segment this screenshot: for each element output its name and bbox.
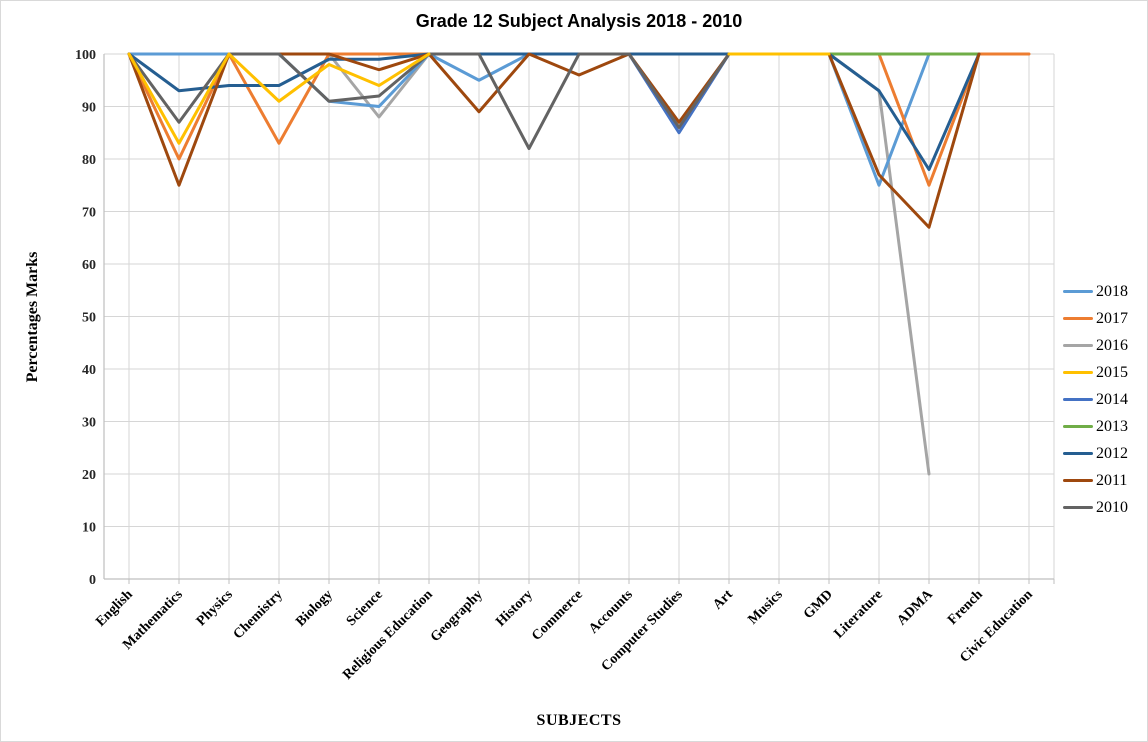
series-line-2012 xyxy=(127,52,981,171)
legend-line-swatch xyxy=(1063,317,1093,320)
y-tick-label: 100 xyxy=(75,48,96,63)
x-axis-title: SUBJECTS xyxy=(536,712,622,729)
y-tick-label: 60 xyxy=(82,258,96,273)
x-category-label: English xyxy=(93,587,136,630)
legend-item-2013: 2013 xyxy=(1063,413,1128,440)
legend-line-swatch xyxy=(1063,344,1093,347)
legend-line-swatch xyxy=(1063,425,1093,428)
chart-title: Grade 12 Subject Analysis 2018 - 2010 xyxy=(415,11,743,31)
legend-line-swatch xyxy=(1063,290,1093,293)
series-line-2015 xyxy=(127,52,431,145)
x-category-label: Literature xyxy=(831,587,885,641)
x-category-label: Science xyxy=(344,587,386,629)
x-category-label: Physics xyxy=(194,587,236,629)
x-category-label: Biology xyxy=(293,587,336,630)
legend-line-swatch xyxy=(1063,479,1093,482)
x-category-label: Accounts xyxy=(586,587,636,637)
y-tick-label: 70 xyxy=(82,206,96,221)
x-category-label: Art xyxy=(710,587,736,613)
legend-label: 2017 xyxy=(1096,309,1128,327)
legend-item-2010: 2010 xyxy=(1063,494,1128,521)
legend-item-2018: 2018 xyxy=(1063,278,1128,305)
x-category-label: Chemistry xyxy=(231,587,286,642)
legend-item-2016: 2016 xyxy=(1063,332,1128,359)
x-category-label: French xyxy=(945,587,986,628)
x-category-label: Religious Education xyxy=(340,587,436,683)
x-category-label: History xyxy=(493,587,536,630)
legend: 2018 2017 2016 2015 2014 2013 2012 2011 2010 xyxy=(1063,278,1128,521)
legend-item-2017: 2017 xyxy=(1063,305,1128,332)
x-category-label: Musics xyxy=(746,587,787,628)
x-category-label: Commerce xyxy=(529,587,586,644)
legend-line-swatch xyxy=(1063,506,1093,509)
legend-label: 2018 xyxy=(1096,282,1128,300)
y-tick-label: 90 xyxy=(82,101,96,116)
y-tick-label: 10 xyxy=(82,521,96,536)
x-category-label: Geography xyxy=(428,587,486,645)
legend-item-2015: 2015 xyxy=(1063,359,1128,386)
y-tick-label: 50 xyxy=(82,311,96,326)
x-category-label: GMD xyxy=(801,587,836,622)
y-axis-title: Percentages Marks xyxy=(24,251,41,383)
y-tick-label: 0 xyxy=(89,573,96,588)
legend-label: 2014 xyxy=(1096,390,1128,408)
legend-label: 2012 xyxy=(1096,444,1128,462)
legend-item-2012: 2012 xyxy=(1063,440,1128,467)
y-tick-label: 20 xyxy=(82,468,96,483)
y-tick-label: 30 xyxy=(82,416,96,431)
legend-label: 2015 xyxy=(1096,363,1128,381)
y-tick-label: 40 xyxy=(82,363,96,378)
legend-label: 2011 xyxy=(1096,471,1128,489)
x-category-label: ADMA xyxy=(894,587,936,629)
legend-label: 2016 xyxy=(1096,336,1128,354)
legend-label: 2010 xyxy=(1096,498,1128,516)
legend-line-swatch xyxy=(1063,371,1093,374)
legend-line-swatch xyxy=(1063,452,1093,455)
legend-item-2014: 2014 xyxy=(1063,386,1128,413)
legend-item-2011: 2011 xyxy=(1063,467,1128,494)
y-tick-label: 80 xyxy=(82,153,96,168)
legend-label: 2013 xyxy=(1096,417,1128,435)
legend-line-swatch xyxy=(1063,398,1093,401)
